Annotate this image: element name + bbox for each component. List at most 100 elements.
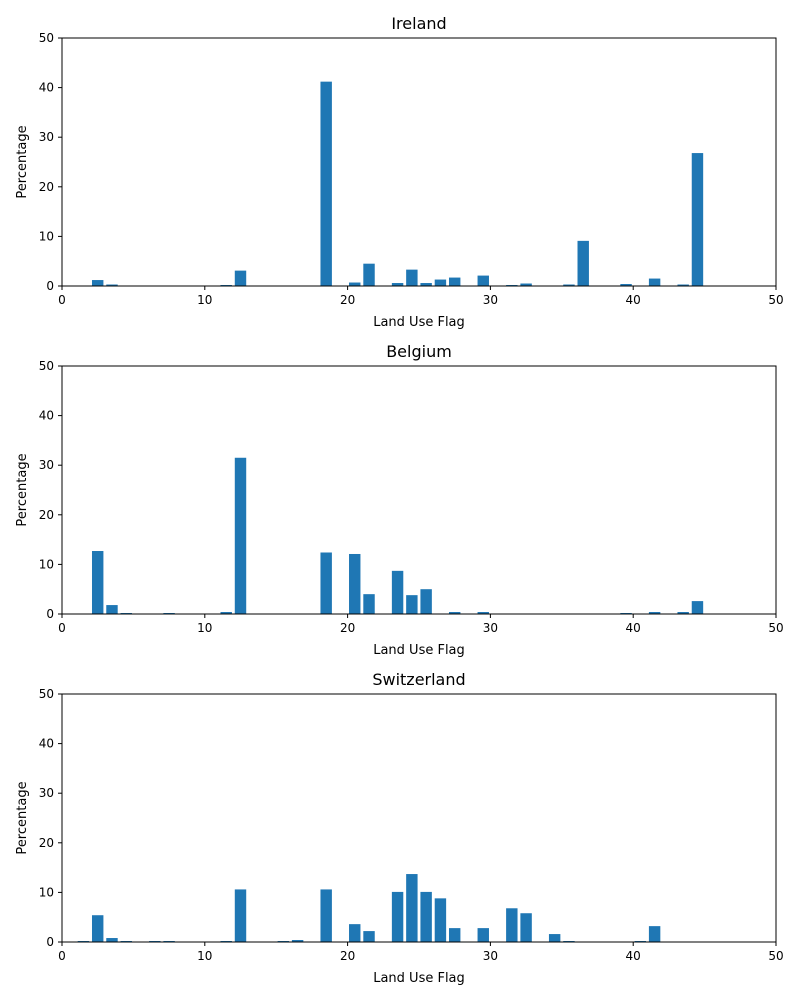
ireland-xtick-label-40: 40	[626, 293, 641, 307]
switzerland-ytick-label-40: 40	[39, 737, 54, 751]
ireland-panel: 0 10 20 30 40 50 0 10 20 30 40 50 Ireland Land Use Fl…	[15, 14, 784, 330]
switzerland-ytick-label-20: 20	[39, 836, 54, 850]
switzerland-bar-7	[234, 889, 247, 942]
switzerland-xtick-label-50: 50	[768, 949, 783, 963]
ireland-bar-7	[391, 283, 404, 286]
switzerland-bar-19	[506, 908, 518, 942]
belgium-bar-15	[648, 612, 661, 614]
switzerland-bar-14	[406, 874, 418, 942]
ireland-y-axis-label: Percentage	[15, 125, 30, 198]
ireland-bar-16	[577, 240, 589, 286]
belgium-xtick-label-0: 0	[58, 621, 66, 635]
ireland-bar-0	[91, 280, 104, 286]
ireland-ytick-label-40: 40	[39, 81, 54, 95]
belgium-ytick-label-10: 10	[39, 557, 54, 571]
ireland-bar-6	[363, 263, 375, 286]
ireland-bar-18	[648, 278, 661, 286]
ireland-x-axis-label: Land Use Flag	[373, 315, 465, 330]
switzerland-bar-10	[320, 889, 332, 942]
belgium-bar-9	[391, 570, 404, 614]
ireland-bar-4	[320, 81, 332, 286]
switzerland-bar-2	[106, 938, 118, 942]
switzerland-y-axis-label: Percentage	[15, 781, 30, 854]
belgium-ytick-label-40: 40	[39, 409, 54, 423]
switzerland-xtick-label-0: 0	[58, 949, 66, 963]
belgium-x-axis-label: Land Use Flag	[373, 643, 465, 658]
ireland-ytick-label-20: 20	[39, 180, 54, 194]
switzerland-bar-12	[363, 931, 375, 942]
ireland-bar-3	[234, 270, 247, 286]
switzerland-xtick-label-10: 10	[197, 949, 212, 963]
ireland-xtick-label-0: 0	[58, 293, 66, 307]
belgium-bar-11	[420, 589, 432, 614]
switzerland-bar-21	[548, 934, 561, 942]
belgium-axes-frame	[61, 365, 777, 615]
belgium-bar-16	[677, 612, 689, 614]
ireland-ytick-label-0: 0	[46, 279, 54, 293]
ireland-axes-frame	[61, 37, 777, 287]
ireland-xtick-label-50: 50	[768, 293, 783, 307]
ireland-bar-19	[677, 284, 689, 286]
switzerland-xtick-label-40: 40	[626, 949, 641, 963]
belgium-xtick-label-40: 40	[626, 621, 641, 635]
ireland-xtick-label-30: 30	[483, 293, 498, 307]
belgium-xtick-label-10: 10	[197, 621, 212, 635]
belgium-xtick-label-50: 50	[768, 621, 783, 635]
switzerland-axes-frame	[61, 693, 777, 943]
switzerland-bar-17	[448, 928, 461, 942]
ireland-xtick-label-20: 20	[340, 293, 355, 307]
ireland-bar-20	[691, 153, 704, 286]
belgium-bar-12	[448, 612, 461, 614]
ireland-xtick-label-10: 10	[197, 293, 212, 307]
switzerland-ytick-label-10: 10	[39, 885, 54, 899]
ireland-bar-9	[420, 283, 432, 286]
switzerland-bar-24	[648, 926, 661, 942]
belgium-bar-0	[91, 551, 104, 614]
ireland-bar-11	[448, 277, 461, 286]
belgium-ytick-label-0: 0	[46, 607, 54, 621]
switzerland-bar-13	[391, 891, 404, 942]
switzerland-bar-1	[91, 915, 104, 942]
ireland-bar-12	[477, 275, 489, 286]
ireland-ytick-label-30: 30	[39, 130, 54, 144]
belgium-chart-title: Belgium	[386, 342, 452, 361]
belgium-xtick-label-30: 30	[483, 621, 498, 635]
belgium-bar-1	[106, 605, 118, 614]
switzerland-bar-11	[349, 924, 361, 942]
belgium-bar-5	[234, 457, 247, 614]
belgium-y-axis-label: Percentage	[15, 453, 30, 526]
belgium-ytick-label-50: 50	[39, 359, 54, 373]
switzerland-x-axis-label: Land Use Flag	[373, 971, 465, 986]
belgium-bar-7	[349, 553, 361, 614]
belgium-bar-8	[363, 594, 375, 614]
ireland-bar-8	[406, 269, 418, 286]
switzerland-bar-20	[520, 913, 532, 942]
switzerland-ytick-label-30: 30	[39, 786, 54, 800]
ireland-bar-1	[106, 284, 118, 286]
belgium-bar-4	[220, 612, 232, 614]
switzerland-bar-9	[291, 940, 304, 942]
ireland-ytick-label-10: 10	[39, 229, 54, 243]
ireland-bar-10	[434, 279, 447, 286]
ireland-bar-5	[349, 282, 361, 286]
ireland-chart-title: Ireland	[391, 14, 446, 33]
belgium-ytick-label-30: 30	[39, 458, 54, 472]
switzerland-bar-18	[477, 928, 489, 942]
belgium-bar-13	[477, 612, 489, 614]
belgium-bar-6	[320, 552, 332, 614]
ireland-bar-14	[520, 283, 532, 286]
belgium-panel: 0 10 20 30 40 50 0 10 20 30 40 50 Belgium Land Use Fl…	[15, 342, 784, 658]
switzerland-xtick-label-30: 30	[483, 949, 498, 963]
switzerland-panel: 0 10 20 30 40 50 0 10 20 30 40 50 Switzerland Land Us…	[15, 670, 784, 986]
ireland-bar-15	[563, 284, 575, 286]
switzerland-ytick-label-0: 0	[46, 935, 54, 949]
ireland-ytick-label-50: 50	[39, 31, 54, 45]
belgium-bar-17	[691, 601, 704, 614]
belgium-xtick-label-20: 20	[340, 621, 355, 635]
ireland-bar-17	[620, 284, 632, 286]
switzerland-bar-15	[420, 891, 432, 942]
switzerland-ytick-label-50: 50	[39, 687, 54, 701]
switzerland-bar-16	[434, 898, 447, 942]
belgium-ytick-label-20: 20	[39, 508, 54, 522]
